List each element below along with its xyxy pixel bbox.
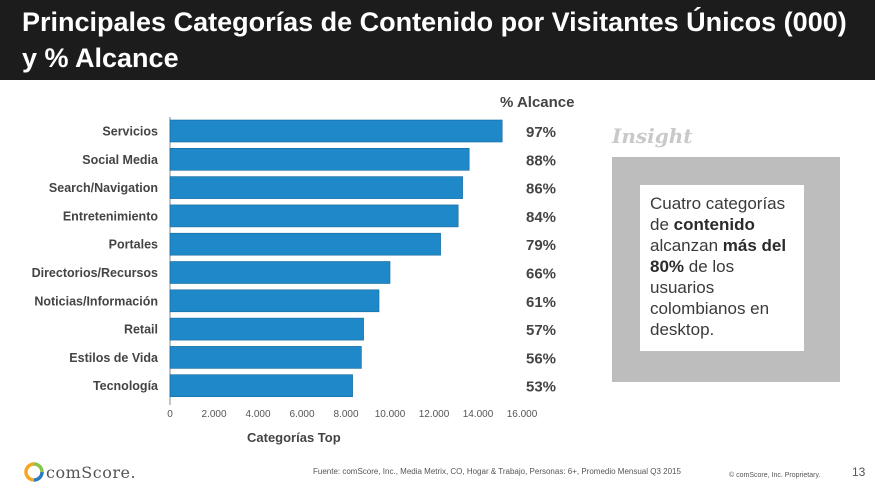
x-tick-label: 12.000 (419, 409, 450, 420)
comscore-logo-icon (24, 462, 44, 482)
comscore-logo: comScore. (24, 462, 164, 484)
alcance-value: 84% (526, 209, 556, 226)
x-tick-label: 14.000 (463, 409, 494, 420)
category-label: Retail (124, 323, 158, 337)
alcance-value: 79% (526, 237, 556, 254)
alcance-value: 66% (526, 266, 556, 283)
alcance-value: 56% (526, 350, 556, 367)
bar (169, 317, 364, 341)
bar (169, 148, 470, 171)
bar (169, 176, 463, 199)
x-tick-label: 2.000 (201, 409, 226, 420)
bar-chart: Servicios 97% Social Media 88% Search/Naviga… (32, 117, 556, 420)
bar (169, 119, 503, 143)
category-label: Portales (109, 238, 158, 252)
category-label: Tecnología (93, 379, 159, 393)
bar (169, 232, 441, 256)
alcance-value: 61% (526, 294, 556, 311)
alcance-value: 88% (526, 152, 556, 169)
x-axis-label: Categorías Top (247, 430, 341, 445)
x-tick-label: 16.000 (507, 409, 538, 420)
category-label: Directorios/Recursos (32, 266, 158, 280)
bar (169, 204, 459, 228)
footer-copyright: © comScore, Inc. Proprietary. (729, 472, 821, 479)
insight-title: Insight (612, 124, 693, 148)
bar (169, 346, 362, 369)
insight-text-1: Cuatro categorías de (650, 194, 786, 234)
comscore-logo-text: comScore. (46, 463, 137, 482)
alcance-value: 53% (526, 379, 556, 396)
category-label: Entretenimiento (63, 209, 159, 223)
alcance-value: 86% (526, 181, 556, 198)
insight-text-2: alcanzan (650, 236, 723, 255)
x-tick-label: 0 (167, 409, 173, 420)
insight-text-3: de los usuarios colombianos en desktop. (650, 257, 770, 339)
footer-source: Fuente: comScore, Inc., Media Metrix, CO… (313, 467, 681, 476)
category-label: Servicios (102, 125, 158, 139)
insight-panel: Cuatro categorías de contenido alcanzan … (640, 185, 804, 351)
alcance-header: % Alcance (500, 94, 575, 111)
category-label: Estilos de Vida (69, 351, 159, 365)
bar (169, 374, 353, 398)
x-tick-label: 10.000 (375, 409, 406, 420)
category-label: Social Media (82, 153, 159, 167)
insight-text: Cuatro categorías de contenido alcanzan … (650, 193, 800, 340)
alcance-value: 57% (526, 322, 556, 339)
x-tick-label: 6.000 (289, 409, 314, 420)
insight-bold-1: contenido (673, 215, 755, 234)
page-title: Principales Categorías de Contenido por … (22, 7, 847, 73)
page-number: 13 (852, 465, 866, 479)
bar (169, 289, 380, 313)
alcance-value: 97% (526, 124, 556, 141)
category-label: Noticias/Información (34, 294, 158, 308)
insight-box: Cuatro categorías de contenido alcanzan … (612, 157, 840, 382)
insight-bold-2: más del 80% (650, 236, 787, 276)
bar (169, 261, 391, 284)
x-tick-label: 8.000 (333, 409, 358, 420)
x-tick-label: 4.000 (245, 409, 270, 420)
category-label: Search/Navigation (49, 181, 158, 195)
title-bar: Principales Categorías de Contenido por … (0, 0, 875, 80)
